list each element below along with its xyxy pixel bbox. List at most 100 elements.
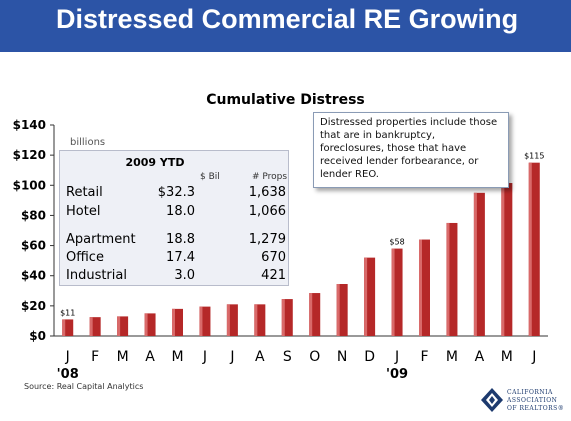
x-tick-label: J (65, 349, 70, 365)
bar (62, 319, 74, 336)
x-tick-label: A (145, 349, 155, 365)
bar-highlight (226, 304, 230, 336)
realtors-logo-icon (481, 388, 503, 412)
chart-bars (62, 162, 540, 336)
ytd-row-bil: $32.3 (157, 185, 195, 200)
ytd-row-bil: 18.8 (166, 232, 195, 247)
bar (309, 293, 321, 336)
bar-highlight (309, 293, 313, 336)
x-tick-label: F (420, 349, 428, 365)
bar (364, 257, 376, 336)
bar-highlight (281, 299, 285, 336)
y-tick-label: $40 (21, 269, 46, 283)
bar-highlight (473, 192, 477, 336)
bar-highlight (419, 239, 422, 336)
x-tick-label: J (202, 349, 207, 365)
bar (446, 222, 458, 336)
bar-highlight (89, 317, 93, 336)
bar (172, 308, 183, 336)
logo-line3: OF REALTORS® (507, 405, 565, 412)
ytd-row: Hotel 18.0 1,066 (60, 204, 290, 222)
bar-highlight (364, 257, 368, 336)
bar-highlight (144, 313, 148, 336)
ytd-row-name: Retail (66, 185, 103, 200)
y-tick-label: $100 (13, 178, 46, 192)
ytd-row-name: Apartment (66, 232, 136, 247)
bar (117, 316, 129, 336)
ytd-row-props: 421 (261, 268, 286, 283)
bar-highlight (391, 248, 395, 336)
bar-highlight (172, 308, 175, 336)
bar-highlight (117, 316, 121, 336)
units-note: billions (70, 137, 106, 148)
bar-highlight (62, 319, 66, 336)
bar (144, 313, 156, 336)
ytd-row-props: 1,066 (248, 204, 286, 219)
y-tick-label: $0 (29, 329, 46, 343)
bar (89, 317, 101, 336)
ytd-row-name: Office (66, 250, 104, 265)
ytd-col-props: # Props (252, 172, 288, 182)
y-tick-label: $80 (21, 208, 46, 222)
logo-text: CALIFORNIA ASSOCIATION OF REALTORS® (507, 389, 564, 413)
x-tick-label: N (337, 349, 347, 365)
y-tick-label: $140 (13, 118, 46, 132)
x-year-label: '08 (57, 367, 79, 382)
bar (254, 304, 266, 336)
chart-labels: J F M A M J J A S O N D J F M A M J'08'09$11$58$115 (57, 152, 545, 382)
x-tick-label: M (501, 349, 513, 365)
ytd-row-props: 670 (261, 250, 286, 265)
ytd-row: Office 17.4 670 (60, 250, 290, 268)
bar (419, 239, 430, 336)
bar (391, 248, 403, 336)
source-note: Source: Real Capital Analytics (24, 382, 144, 391)
y-tick-label: $60 (21, 239, 46, 253)
x-tick-label: M (171, 349, 183, 365)
ytd-row: Retail $32.3 1,638 (60, 185, 290, 203)
ytd-row: Apartment 18.8 1,279 (60, 232, 290, 250)
x-tick-label: A (475, 349, 485, 365)
car-logo: CALIFORNIA ASSOCIATION OF REALTORS® (480, 385, 570, 421)
y-tick-label: $20 (21, 299, 46, 313)
logo-line2: ASSOCIATION (507, 397, 558, 404)
bar (281, 299, 293, 336)
x-tick-label: S (283, 349, 292, 365)
x-tick-label: O (309, 349, 320, 365)
ytd-row-name: Industrial (66, 268, 127, 283)
bar (528, 162, 540, 336)
bar (501, 183, 513, 336)
slide-title: Distressed Commercial RE Growing (56, 4, 519, 34)
ytd-row-props: 1,279 (248, 232, 286, 247)
y-tick-label: $120 (13, 148, 46, 162)
ytd-table-title: 2009 YTD (125, 156, 185, 169)
x-tick-label: A (255, 349, 265, 365)
x-year-label: '09 (386, 367, 408, 382)
x-tick-label: J (394, 349, 399, 365)
x-tick-label: M (446, 349, 458, 365)
x-tick-label: F (91, 349, 99, 365)
ytd-row-bil: 17.4 (166, 250, 195, 265)
bar (336, 284, 348, 336)
x-tick-label: J (229, 349, 234, 365)
bar (473, 192, 485, 336)
ytd-row: Industrial 3.0 421 (60, 268, 290, 286)
bar-highlight (254, 304, 258, 336)
x-tick-label: J (531, 349, 536, 365)
bar-highlight (446, 222, 450, 336)
ytd-col-bil: $ Bil (200, 172, 220, 182)
chart-title: Cumulative Distress (206, 92, 365, 108)
ytd-table: 2009 YTD $ Bil # Props Retail $32.3 1,63… (59, 150, 289, 286)
bar (226, 304, 238, 336)
bar-highlight (528, 162, 532, 336)
bar-highlight (199, 306, 203, 336)
bar-highlight (336, 284, 340, 336)
data-label: $115 (524, 152, 544, 161)
definition-note: Distressed properties include those that… (313, 112, 509, 188)
bar-highlight (501, 183, 505, 336)
logo-line1: CALIFORNIA (507, 389, 553, 396)
ytd-row-name: Hotel (66, 204, 101, 219)
ytd-row-props: 1,638 (248, 185, 286, 200)
data-label: $58 (389, 238, 404, 247)
data-label: $11 (60, 308, 75, 317)
